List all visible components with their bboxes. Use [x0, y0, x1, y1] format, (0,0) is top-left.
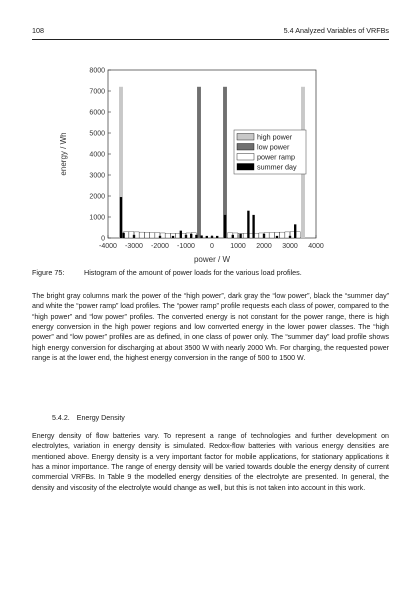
x-tick-label: 4000 — [308, 243, 324, 250]
bar-summer-day-1 — [122, 232, 125, 238]
legend-label-summer-day: summer day — [257, 163, 297, 172]
bar-power-ramp-22 — [269, 232, 275, 239]
legend-label-high-power: high power — [257, 133, 293, 142]
bar-summer-day-12 — [216, 235, 219, 238]
x-tick-label: -4000 — [99, 243, 117, 250]
bar-power-ramp-24 — [279, 231, 285, 239]
bar-summer-day-0 — [119, 197, 123, 238]
y-tick-label: 8000 — [89, 68, 105, 75]
bar-summer-day-21 — [294, 224, 297, 238]
bar-summer-day-14 — [231, 234, 234, 238]
section-number: 5.4.2. — [52, 414, 70, 422]
bar-summer-day-5 — [179, 230, 182, 238]
page-number: 108 — [32, 26, 44, 35]
bar-power-ramp-8 — [165, 233, 171, 239]
paragraph-2: Energy density of flow batteries vary. T… — [32, 432, 389, 492]
bar-summer-day-10 — [205, 235, 208, 238]
bar-power-ramp-1 — [128, 231, 135, 239]
x-tick-label: 3000 — [282, 243, 298, 250]
x-tick-label: -3000 — [125, 243, 143, 250]
axes-layer: 0 1000 2000 3000 4000 5000 6000 7000 8000 -4000 -3… — [89, 68, 323, 251]
histogram-chart: 0 1000 2000 3000 4000 5000 6000 7000 8000 -4000 -3… — [59, 68, 324, 265]
x-tick-label: -2000 — [151, 243, 169, 250]
y-tick-label: 4000 — [89, 152, 105, 159]
y-axis-label: energy / Wh — [59, 132, 68, 175]
bar-summer-day-17 — [252, 214, 255, 238]
bar-summer-day-4 — [171, 235, 175, 238]
legend-label-power-ramp: power ramp — [257, 153, 295, 162]
bar-low-power-0 — [197, 86, 201, 238]
x-tick-label: 2000 — [256, 243, 272, 250]
section-title: Energy Density — [76, 414, 125, 422]
y-tick-label: 6000 — [89, 110, 105, 117]
header-rule — [32, 39, 389, 40]
y-tick-label: 7000 — [89, 89, 105, 96]
bar-power-ramp-4 — [144, 232, 150, 239]
bar-summer-day-9 — [200, 235, 203, 238]
bar-power-ramp-3 — [139, 231, 145, 239]
bar-summer-day-8 — [195, 234, 198, 238]
paragraph-1: The bright gray columns mark the power o… — [32, 292, 389, 363]
page-header: 108 5.4 Analyzed Variables of VRFBs — [32, 26, 389, 38]
bar-summer-day-13 — [223, 214, 227, 238]
bar-summer-day-19 — [275, 235, 279, 238]
figure-caption-text: Histogram of the amount of power loads f… — [84, 268, 302, 277]
x-tick-label: -1000 — [177, 243, 195, 250]
bar-low-power-1 — [223, 86, 227, 238]
x-axis-label: power / W — [194, 255, 230, 264]
legend-swatch-summer-day — [236, 163, 255, 171]
legend-swatch-low-power — [236, 143, 255, 151]
bar-power-ramp-5 — [149, 232, 155, 239]
y-tick-label: 0 — [101, 236, 105, 243]
bar-high-power-0 — [119, 86, 123, 238]
x-tick-label: 1000 — [230, 243, 246, 250]
y-tick-label: 1000 — [89, 215, 105, 222]
x-tick-label: 0 — [210, 243, 214, 250]
legend-label-low-power: low power — [257, 143, 290, 152]
legend-swatch-power-ramp — [236, 153, 255, 161]
bar-summer-day-16 — [247, 210, 250, 238]
bar-summer-day-15 — [239, 233, 242, 238]
y-tick-label: 2000 — [89, 194, 105, 201]
y-tick-label: 5000 — [89, 131, 105, 138]
legend-swatch-high-power — [236, 133, 255, 141]
figure-label: Figure 75: — [32, 268, 65, 277]
running-title: 5.4 Analyzed Variables of VRFBs — [283, 26, 389, 35]
bar-power-ramp-25 — [284, 231, 291, 239]
y-tick-label: 3000 — [89, 173, 105, 180]
bar-summer-day-7 — [190, 233, 193, 238]
section-heading: 5.4.2. Energy Density — [52, 414, 125, 422]
